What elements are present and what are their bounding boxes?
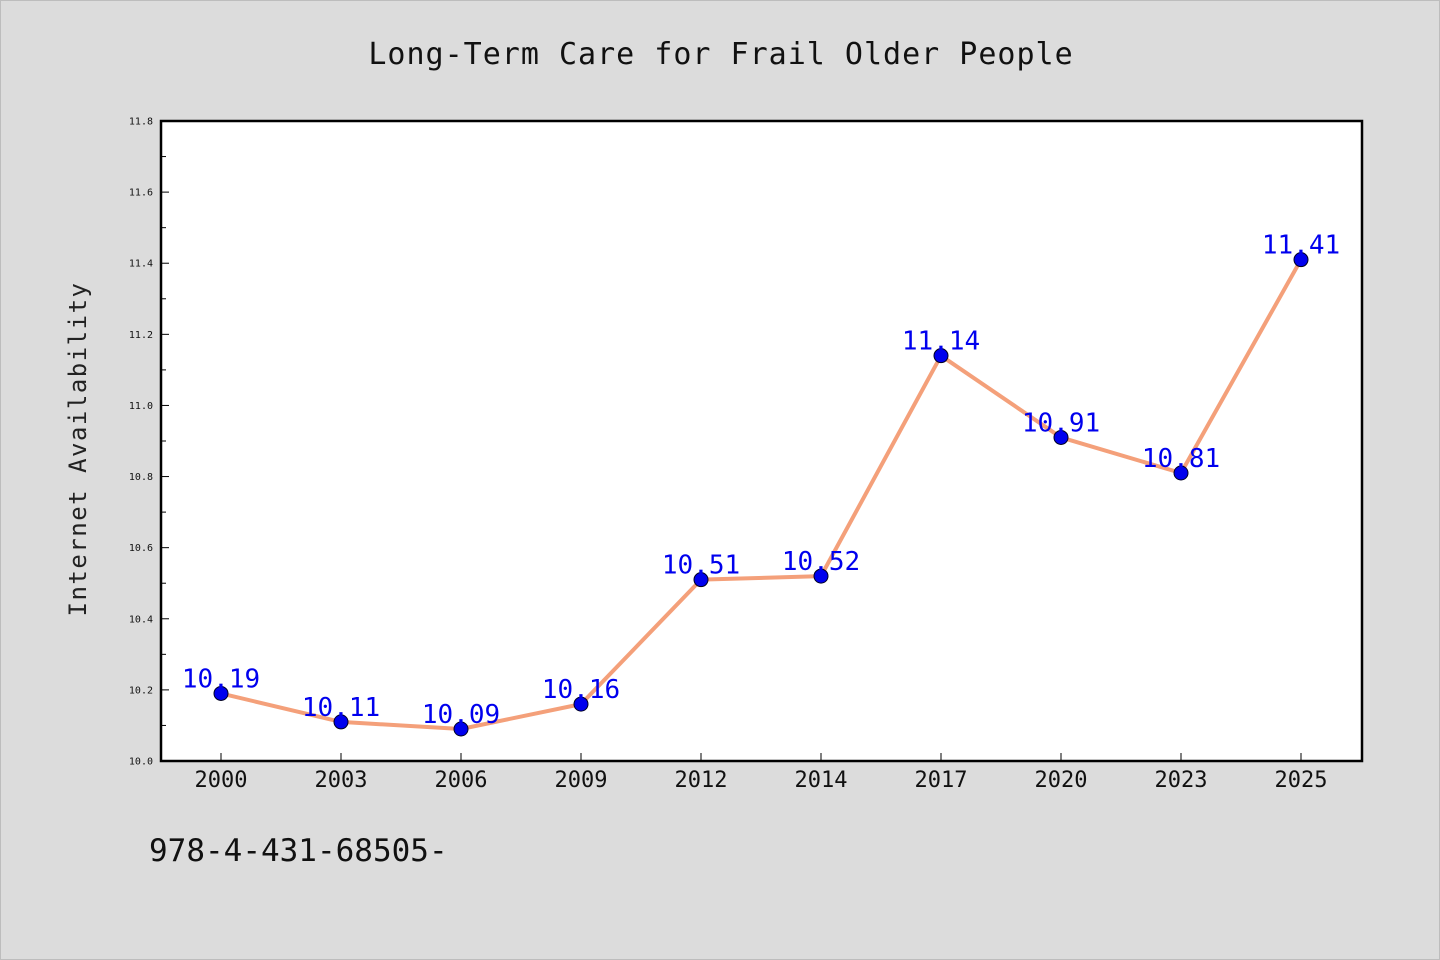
y-tick-label: 10.2 bbox=[129, 685, 153, 696]
y-tick-label: 11.0 bbox=[129, 401, 153, 412]
plot-area bbox=[159, 119, 1364, 763]
data-label: 10.52 bbox=[782, 547, 860, 577]
data-point bbox=[933, 348, 949, 364]
footer-code: 978-4-431-68505- bbox=[149, 833, 448, 869]
x-tick-label: 2023 bbox=[1155, 768, 1208, 793]
data-label: 10.81 bbox=[1142, 444, 1220, 474]
y-axis-label: Internet Availability bbox=[64, 282, 92, 617]
chart-title: Long-Term Care for Frail Older People bbox=[368, 37, 1073, 72]
x-tick-label: 2020 bbox=[1035, 768, 1088, 793]
y-tick-label: 10.8 bbox=[129, 472, 153, 483]
data-label: 10.19 bbox=[182, 664, 260, 694]
x-tick-label: 2017 bbox=[915, 768, 968, 793]
y-tick-label: 10.0 bbox=[129, 757, 153, 768]
data-label: 10.11 bbox=[302, 693, 380, 723]
series-line bbox=[219, 257, 1303, 731]
y-axis: 10.0 10.2 10.4 10.6 10.8 11.0 11.2 11.4 11.6 11.8 bbox=[129, 117, 169, 768]
x-tick-label: 2003 bbox=[315, 768, 368, 793]
data-label: 10.91 bbox=[1022, 408, 1100, 438]
y-tick-label: 10.6 bbox=[129, 543, 153, 554]
data-point bbox=[213, 685, 229, 701]
y-tick-label: 11.6 bbox=[129, 188, 153, 199]
x-axis: 2000 2003 2006 2009 2012 2014 2017 2020 2023 2025 bbox=[195, 753, 1328, 793]
data-label: 10.16 bbox=[542, 675, 620, 705]
data-point bbox=[1173, 465, 1189, 481]
x-tick-label: 2009 bbox=[555, 768, 608, 793]
y-tick-label: 11.8 bbox=[129, 117, 153, 128]
data-point bbox=[813, 568, 829, 584]
x-tick-label: 2014 bbox=[795, 768, 848, 793]
x-tick-label: 2012 bbox=[675, 768, 728, 793]
data-label: 10.09 bbox=[422, 700, 500, 730]
y-tick-label: 10.4 bbox=[129, 614, 153, 625]
data-point bbox=[573, 696, 589, 712]
data-point bbox=[1293, 252, 1309, 268]
data-point bbox=[693, 572, 709, 588]
x-tick-label: 2000 bbox=[195, 768, 248, 793]
x-tick-label: 2006 bbox=[435, 768, 488, 793]
data-label: 11.41 bbox=[1262, 231, 1340, 261]
data-point bbox=[333, 714, 349, 730]
data-label: 11.14 bbox=[902, 327, 980, 357]
x-tick-label: 2025 bbox=[1275, 768, 1328, 793]
y-tick-label: 11.2 bbox=[129, 330, 153, 341]
y-tick-label: 11.4 bbox=[129, 259, 153, 270]
data-point bbox=[1053, 429, 1069, 445]
data-point bbox=[453, 721, 469, 737]
data-label: 10.51 bbox=[662, 551, 740, 581]
series-layer: 10.19 10.11 10.09 10.16 10.51 10.52 11.14 10.91… bbox=[182, 231, 1340, 737]
